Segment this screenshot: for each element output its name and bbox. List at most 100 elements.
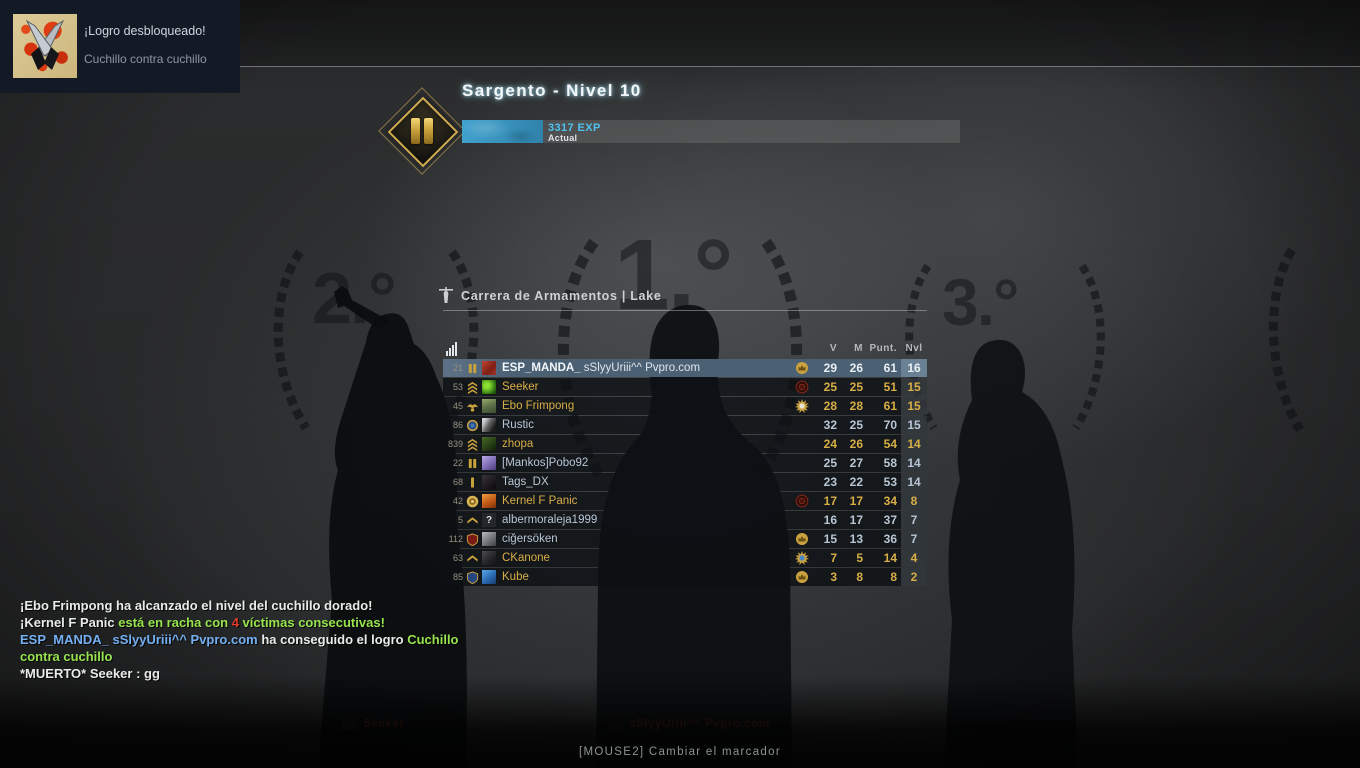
chat-line: contra cuchillo [20, 648, 459, 665]
chat-text: ¡Kernel F Panic [20, 615, 119, 630]
profile-rank-number: 86 [452, 420, 463, 430]
kills-value: 17 [823, 494, 837, 508]
skill-rank-icon [464, 552, 481, 565]
chat-text: ¡Ebo Frimpong ha alcanzado el nivel del … [20, 598, 373, 613]
table-row[interactable]: 839 zhopa 24 26 54 14 [443, 435, 927, 453]
score-value: 37 [883, 513, 897, 527]
table-row[interactable]: 63 CKanone 7 5 14 4 [443, 549, 927, 567]
dimmed-avatar [608, 715, 623, 730]
avatar: ? [482, 513, 496, 527]
chat-line: *MUERTO* Seeker : gg [20, 665, 459, 682]
kills-value: 25 [823, 380, 837, 394]
table-row[interactable]: 53 Seeker 25 25 51 15 [443, 378, 927, 396]
chat-text: Cuchillo [407, 632, 459, 647]
profile-rank-number: 112 [448, 534, 463, 544]
medal-icon [793, 361, 811, 375]
kills-value: 23 [823, 475, 837, 489]
level-cell: 7 [901, 530, 927, 548]
chat-line: ¡Ebo Frimpong ha alcanzado el nivel del … [20, 597, 459, 614]
table-row[interactable]: 68 Tags_DX 23 22 53 14 [443, 473, 927, 491]
profile-rank-number: 85 [452, 572, 463, 582]
player-name: Kernel F Panic [502, 495, 578, 507]
level-cell: 7 [901, 511, 927, 529]
score-value: 14 [883, 551, 897, 565]
game-mode-icon [438, 287, 454, 305]
chat-text: está en racha con [118, 615, 232, 630]
player-name: Kube [502, 571, 529, 583]
player-name: albermoraleja1999 [502, 514, 598, 526]
table-row[interactable]: 5 ? albermoraleja1999 16 17 37 7 [443, 511, 927, 529]
score-value: 61 [883, 361, 897, 375]
table-row[interactable]: 112 ciğersöken 15 13 36 7 [443, 530, 927, 548]
profile-rank-number: 22 [452, 458, 463, 468]
deaths-value: 22 [849, 475, 863, 489]
table-row[interactable]: 86 Rustic 32 25 70 15 [443, 416, 927, 434]
level-cell: 15 [901, 397, 927, 415]
scoreboard-table: 21 ESP_MANDA_ sSlyyUriii^^ Pvpro.com 29 … [443, 359, 927, 587]
deaths-value: 28 [849, 399, 863, 413]
avatar [482, 399, 496, 413]
table-row[interactable]: 42 Kernel F Panic 17 17 34 8 [443, 492, 927, 510]
deaths-value: 27 [849, 456, 863, 470]
top-divider-line [240, 66, 1360, 67]
avatar [482, 494, 496, 508]
player-name-bold: ESP_MANDA_ [502, 362, 581, 374]
table-row[interactable]: 22 [Mankos]Pobo92 25 27 58 14 [443, 454, 927, 472]
level-cell: 14 [901, 454, 927, 472]
avatar [482, 551, 496, 565]
score-value: 53 [883, 475, 897, 489]
deaths-value: 25 [849, 380, 863, 394]
skill-rank-icon [464, 400, 481, 413]
player-name: [Mankos]Pobo92 [502, 457, 589, 469]
score-value: 34 [883, 494, 897, 508]
player-name: Seeker [502, 381, 539, 393]
avatar [482, 475, 496, 489]
deaths-value: 8 [856, 570, 863, 584]
profile-rank-number: 839 [447, 439, 463, 449]
score-value: 58 [883, 456, 897, 470]
chat-line: ¡Kernel F Panic está en racha con 4 víct… [20, 614, 459, 631]
player-name: Ebo Frimpong [502, 400, 575, 412]
toast-title: ¡Logro desbloqueado! [84, 24, 206, 38]
medal-icon [793, 494, 811, 508]
table-row[interactable]: 21 ESP_MANDA_ sSlyyUriii^^ Pvpro.com 29 … [443, 359, 927, 377]
player-name: Tags_DX [502, 476, 549, 488]
table-row[interactable]: 45 Ebo Frimpong 28 28 61 15 [443, 397, 927, 415]
deaths-value: 5 [856, 551, 863, 565]
kills-value: 24 [823, 437, 837, 451]
player-name: CKanone [502, 552, 550, 564]
player-name: zhopa [502, 438, 534, 450]
kills-value: 32 [823, 418, 837, 432]
score-value: 54 [883, 437, 897, 451]
kills-value: 29 [823, 361, 837, 375]
skill-rank-icon [464, 495, 481, 508]
dimmed-feed-entry: sSlyyUriii^^ Pvpro.com [608, 715, 770, 730]
kills-value: 7 [830, 551, 837, 565]
chat-text: contra cuchillo [20, 649, 113, 664]
medal-icon [793, 399, 811, 413]
skill-rank-icon [464, 419, 481, 432]
chat-line: ESP_MANDA_ sSlyyUriii^^ Pvpro.com ha con… [20, 631, 459, 648]
level-cell: 15 [901, 378, 927, 396]
avatar [482, 361, 496, 375]
avatar [482, 532, 496, 546]
profile-rank-number: 45 [452, 401, 463, 411]
player-name: ciğersöken [502, 533, 558, 545]
score-value: 61 [883, 399, 897, 413]
col-header-score: Punt. [869, 343, 897, 354]
toast-subtitle: Cuchillo contra cuchillo [84, 52, 207, 66]
crossed-knives-icon [13, 14, 77, 78]
avatar [482, 380, 496, 394]
xp-progress-bar: 3317 EXP Actual [462, 120, 960, 143]
score-value: 70 [883, 418, 897, 432]
table-row[interactable]: 85 Kube 3 8 8 2 [443, 568, 927, 586]
chat-text: víctimas consecutivas! [238, 615, 385, 630]
profile-rank-number: 68 [452, 477, 463, 487]
profile-rank-number: 53 [452, 382, 463, 392]
score-value: 8 [890, 570, 897, 584]
rank-title: Sargento - Nivel 10 [462, 81, 642, 100]
level-cell: 14 [901, 435, 927, 453]
rank-badge-bars [391, 100, 453, 162]
chat-text: ha conseguido el logro [261, 632, 408, 647]
dimmed-avatar [342, 715, 357, 730]
